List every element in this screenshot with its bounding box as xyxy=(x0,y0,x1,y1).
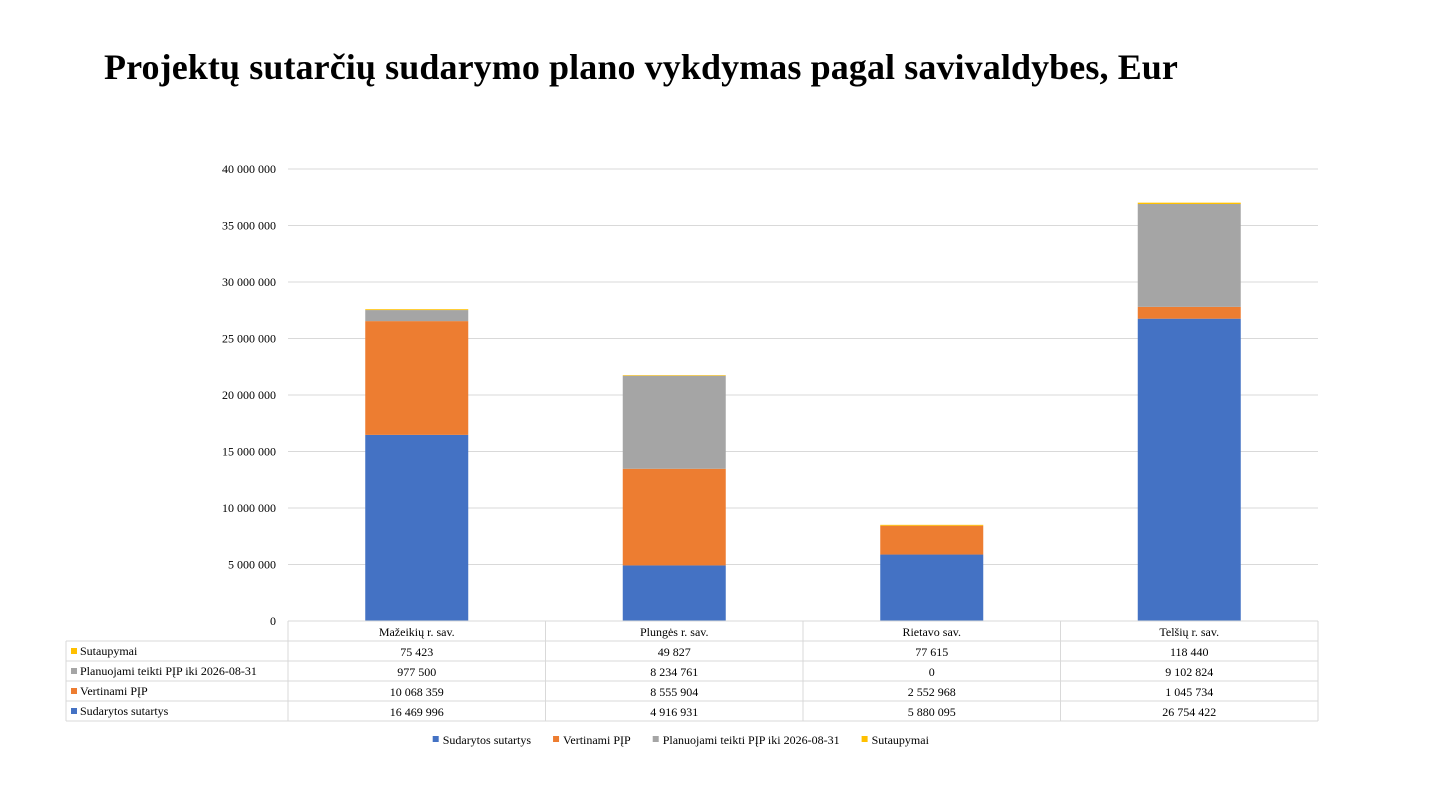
table-legend-key xyxy=(71,688,77,694)
category-label: Plungės r. sav. xyxy=(640,625,709,639)
y-tick-label: 10 000 000 xyxy=(222,501,276,515)
bar-segment xyxy=(365,321,469,435)
chart-title: Projektų sutarčių sudarymo plano vykdyma… xyxy=(104,47,1179,87)
table-cell-value: 8 555 904 xyxy=(650,685,698,699)
table-cell-value: 9 102 824 xyxy=(1165,665,1213,679)
legend-item: Sutaupymai xyxy=(861,733,930,747)
legend-swatch xyxy=(553,736,560,742)
table-cell-value: 26 754 422 xyxy=(1162,705,1216,719)
table-legend-key xyxy=(71,708,77,714)
bar-segment xyxy=(622,565,726,621)
bar-segment xyxy=(1137,306,1241,319)
legend-item: Sudarytos sutartys xyxy=(432,733,532,747)
legend-item: Vertinami PĮP xyxy=(553,733,631,747)
table-cell-value: 75 423 xyxy=(400,645,433,659)
category-label: Mažeikių r. sav. xyxy=(379,625,455,639)
table-row-label: Planuojami teikti PĮP iki 2026-08-31 xyxy=(80,664,257,678)
bar-segment xyxy=(1137,202,1241,204)
y-tick-label: 0 xyxy=(270,614,276,628)
bar-segment xyxy=(880,525,984,555)
table-legend-key xyxy=(71,668,77,674)
bar-segment xyxy=(622,375,726,469)
y-tick-label: 30 000 000 xyxy=(222,275,276,289)
legend-label: Planuojami teikti PĮP iki 2026-08-31 xyxy=(663,733,840,747)
table-cell-value: 5 880 095 xyxy=(908,705,956,719)
y-tick-label: 40 000 000 xyxy=(222,162,276,176)
legend-label: Sudarytos sutartys xyxy=(443,733,532,747)
data-table: Mažeikių r. sav. Plungės r. sav. Rietavo s… xyxy=(65,620,1319,722)
y-tick-label: 15 000 000 xyxy=(222,445,276,459)
table-cell-value: 4 916 931 xyxy=(650,705,698,719)
bar-segment xyxy=(880,554,984,621)
table-legend-key xyxy=(71,648,77,654)
bar-segment xyxy=(1137,203,1241,307)
bar-segment xyxy=(622,375,726,376)
table-row-label: Vertinami PĮP xyxy=(80,684,148,698)
legend-item: Planuojami teikti PĮP iki 2026-08-31 xyxy=(652,733,840,747)
legend-swatch xyxy=(861,736,868,742)
y-axis-tick-labels: 0 5 000 000 10 000 000 15 000 000 20 000 000… xyxy=(222,162,276,628)
bar-segment xyxy=(880,524,984,526)
table-cell-value: 10 068 359 xyxy=(390,685,444,699)
table-cell-value: 16 469 996 xyxy=(390,705,444,719)
legend-swatch xyxy=(652,736,659,742)
category-label: Rietavo sav. xyxy=(902,625,961,639)
table-row-label: Sutaupymai xyxy=(80,644,138,658)
y-tick-label: 5 000 000 xyxy=(228,558,276,572)
table-cell-value: 977 500 xyxy=(397,665,436,679)
table-cell-value: 118 440 xyxy=(1170,645,1209,659)
table-cell-value: 2 552 968 xyxy=(908,685,956,699)
legend-swatch xyxy=(432,736,439,742)
legend-label: Vertinami PĮP xyxy=(563,733,631,747)
bars xyxy=(365,202,1241,621)
bar-segment xyxy=(365,310,469,322)
y-tick-label: 35 000 000 xyxy=(222,219,276,233)
y-tick-label: 25 000 000 xyxy=(222,332,276,346)
bar-segment xyxy=(365,309,469,311)
legend: Sudarytos sutartys Vertinami PĮP Planuojam… xyxy=(432,733,930,747)
table-cell-value: 8 234 761 xyxy=(650,665,698,679)
table-cell-value: 1 045 734 xyxy=(1165,685,1213,699)
legend-label: Sutaupymai xyxy=(872,733,930,747)
bar-segment xyxy=(365,434,469,621)
table-row-label: Sudarytos sutartys xyxy=(80,704,169,718)
bar-segment xyxy=(1137,318,1241,621)
bar-segment xyxy=(622,468,726,566)
table-cell-value: 0 xyxy=(929,665,935,679)
table-cell-value: 49 827 xyxy=(658,645,691,659)
category-label: Telšių r. sav. xyxy=(1159,625,1219,639)
table-cell-value: 77 615 xyxy=(915,645,948,659)
y-tick-label: 20 000 000 xyxy=(222,388,276,402)
